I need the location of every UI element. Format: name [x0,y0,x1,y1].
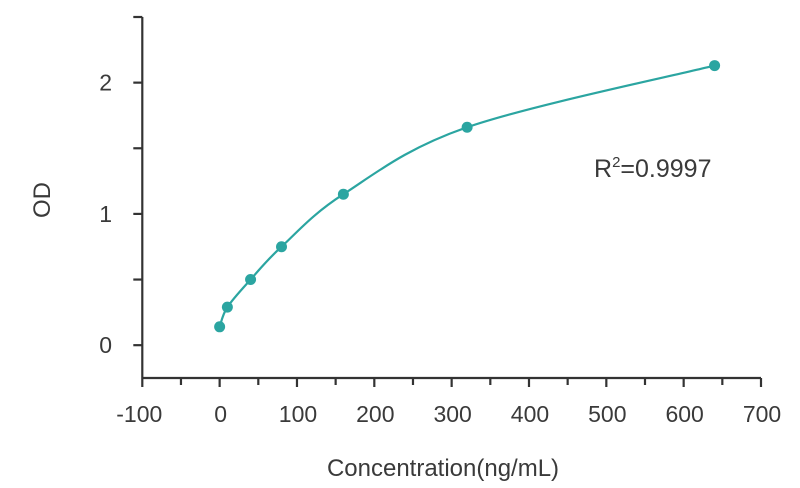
x-tick-label: 100 [279,401,317,427]
r-label: R [594,155,612,183]
axes [141,17,761,380]
x-tick-label: 0 [214,401,227,427]
x-tick-label: 400 [511,401,549,427]
y-axis-title: OD [29,182,56,218]
fit-curve [218,64,715,328]
data-points [214,60,721,333]
x-tick-label: 700 [743,401,781,427]
x-tick-label: 300 [433,401,471,427]
data-point [709,60,721,72]
ticks: -100 0 100 200 300 400 500 600 700 0 1 2 [99,15,781,427]
r-value: =0.9997 [620,155,711,183]
r-superscript: 2 [612,154,620,171]
data-point [245,274,257,286]
x-axis-title: Concentration(ng/mL) [327,455,559,482]
r-squared-annotation: R2=0.9997 [594,154,711,183]
data-point [461,121,473,133]
data-point [214,321,226,333]
data-point [276,241,288,253]
x-tick-label: 600 [665,401,703,427]
x-tick-label: 500 [588,401,626,427]
data-point [221,301,233,313]
x-tick-label: 200 [356,401,394,427]
data-point [337,188,349,200]
y-tick-label: 2 [99,70,112,96]
y-tick-label: 1 [99,201,112,227]
x-tick-label: -100 [116,401,162,427]
y-tick-label: 0 [99,332,112,358]
